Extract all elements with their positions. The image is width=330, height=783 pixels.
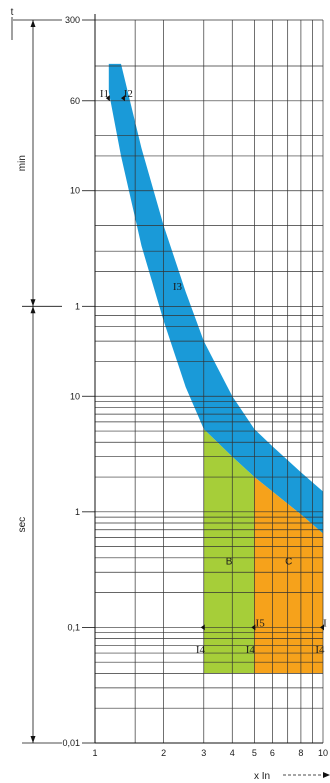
x-tick-label: 1 <box>92 748 97 758</box>
x-tick-label: 2 <box>161 748 166 758</box>
current-marker-label: I4 <box>246 644 256 656</box>
y-tick-label: 1 <box>75 507 80 517</box>
current-marker-label: I <box>323 618 327 630</box>
x-tick-label: 10 <box>318 748 328 758</box>
y-tick-label: 10 <box>70 391 80 401</box>
range-arrow-head <box>30 306 36 314</box>
x-tick-label: 5 <box>252 748 257 758</box>
range-arrow-head <box>30 736 36 743</box>
y-tick-label: 300 <box>65 15 80 25</box>
current-marker-label: I3 <box>173 281 183 293</box>
range-arrow-head <box>30 299 36 307</box>
marker-wedge <box>320 624 324 631</box>
y-tick-label: 1 <box>75 301 80 311</box>
y-axis-label: t <box>11 7 14 18</box>
series-label-C: C <box>285 557 292 568</box>
range-arrow-head <box>30 20 36 27</box>
current-marker-label: I5 <box>256 618 266 630</box>
series-trip-band <box>108 63 323 534</box>
series-region-C <box>254 477 323 674</box>
current-marker-label: I4 <box>196 644 206 656</box>
x-tick-label: 4 <box>230 748 235 758</box>
y-tick-label: 0,01 <box>62 738 80 748</box>
range-label-min: min <box>17 155 28 171</box>
y-tick-label: 60 <box>70 96 80 106</box>
x-axis-arrow-head <box>323 772 330 778</box>
marker-wedge <box>105 95 110 102</box>
x-tick-label: 6 <box>270 748 275 758</box>
series-region-B <box>203 429 255 674</box>
range-label-sec: sec <box>17 517 28 533</box>
current-marker-label: I4 <box>315 644 325 656</box>
marker-wedge <box>251 624 256 631</box>
y-tick-label: 10 <box>70 186 80 196</box>
x-axis-label: x In <box>254 771 270 782</box>
marker-wedge <box>200 624 205 631</box>
series-label-B: B <box>226 557 233 568</box>
x-tick-label: 8 <box>298 748 303 758</box>
marker-wedge <box>120 95 125 102</box>
x-tick-label: 3 <box>201 748 206 758</box>
current-marker-label: I1 <box>100 88 109 100</box>
y-tick-label: 0,1 <box>67 622 80 632</box>
current-marker-label: I2 <box>124 88 133 100</box>
